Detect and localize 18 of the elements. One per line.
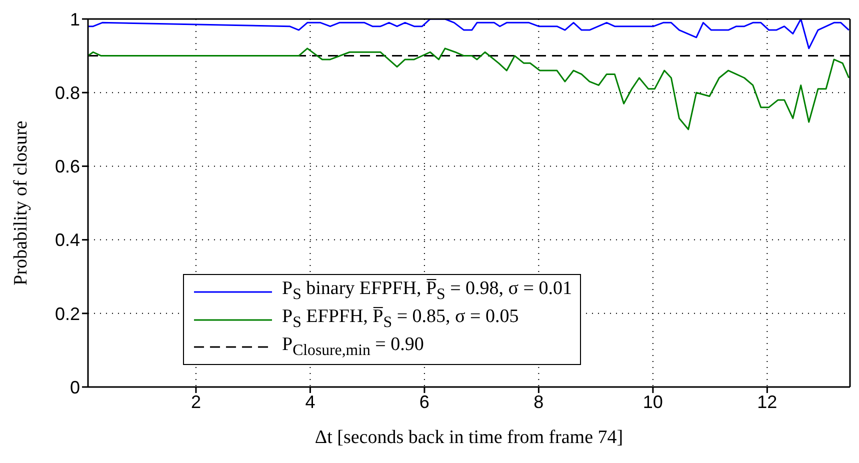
legend-label: P$_{S}$ binary EFPFH, P̅$_{S}$ = 0.98, σ = 0.01 (282, 278, 572, 305)
y-tick-label: 0.8 (54, 82, 80, 103)
x-axis-title: Δt [seconds back in time from frame 74] (314, 427, 624, 448)
y-tick-label: 0 (70, 377, 80, 398)
legend-label: P$_{Closure,min}$ = 0.90 (282, 334, 424, 360)
legend-label: P$_{S}$ EFPFH, P̅$_{S}$ = 0.85, σ = 0.05 (282, 306, 519, 333)
x-tick-label: 4 (305, 392, 316, 412)
y-tick-label: 0.6 (54, 156, 80, 177)
y-axis-title: Probability of closure (10, 120, 32, 286)
x-tick-label: 6 (419, 392, 430, 412)
line-series (88, 48, 850, 130)
y-tick-label: 1 (70, 9, 80, 30)
x-tick-label: 12 (757, 392, 778, 412)
x-tick-label: 8 (534, 392, 544, 412)
x-tick-label: 10 (642, 392, 663, 412)
x-tick-label: 2 (190, 392, 201, 412)
y-tick-label: 0.2 (54, 304, 80, 324)
y-tick-label: 0.4 (54, 230, 80, 250)
